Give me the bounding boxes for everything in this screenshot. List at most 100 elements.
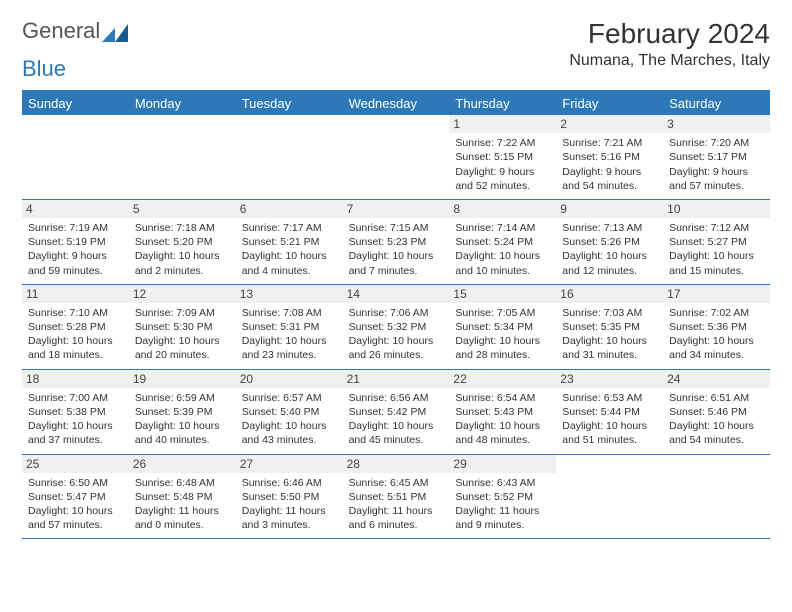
daylight-text: Daylight: 9 hours and 54 minutes. [562, 165, 657, 193]
sunset-text: Sunset: 5:40 PM [242, 405, 337, 419]
sunset-text: Sunset: 5:19 PM [28, 235, 123, 249]
sunset-text: Sunset: 5:23 PM [349, 235, 444, 249]
day-number: 13 [236, 285, 343, 303]
calendar-week: 4Sunrise: 7:19 AMSunset: 5:19 PMDaylight… [22, 200, 770, 285]
day-number: 23 [556, 370, 663, 388]
calendar-cell: 12Sunrise: 7:09 AMSunset: 5:30 PMDayligh… [129, 285, 236, 369]
sunrise-text: Sunrise: 6:53 AM [562, 391, 657, 405]
sunset-text: Sunset: 5:31 PM [242, 320, 337, 334]
daylight-text: Daylight: 10 hours and 18 minutes. [28, 334, 123, 362]
day-number: 8 [449, 200, 556, 218]
sunrise-text: Sunrise: 6:56 AM [349, 391, 444, 405]
sunrise-text: Sunrise: 7:20 AM [669, 136, 764, 150]
sunset-text: Sunset: 5:34 PM [455, 320, 550, 334]
sunrise-text: Sunrise: 7:21 AM [562, 136, 657, 150]
sunrise-text: Sunrise: 7:18 AM [135, 221, 230, 235]
daylight-text: Daylight: 11 hours and 0 minutes. [135, 504, 230, 532]
sunrise-text: Sunrise: 6:54 AM [455, 391, 550, 405]
sunset-text: Sunset: 5:26 PM [562, 235, 657, 249]
daylight-text: Daylight: 10 hours and 28 minutes. [455, 334, 550, 362]
calendar-cell: 27Sunrise: 6:46 AMSunset: 5:50 PMDayligh… [236, 455, 343, 539]
sunrise-text: Sunrise: 7:00 AM [28, 391, 123, 405]
logo: General [22, 18, 128, 44]
sunset-text: Sunset: 5:30 PM [135, 320, 230, 334]
calendar-cell: 28Sunrise: 6:45 AMSunset: 5:51 PMDayligh… [343, 455, 450, 539]
daylight-text: Daylight: 10 hours and 7 minutes. [349, 249, 444, 277]
sunrise-text: Sunrise: 7:19 AM [28, 221, 123, 235]
sunrise-text: Sunrise: 6:59 AM [135, 391, 230, 405]
day-number: 17 [663, 285, 770, 303]
calendar-cell: 14Sunrise: 7:06 AMSunset: 5:32 PMDayligh… [343, 285, 450, 369]
sunset-text: Sunset: 5:32 PM [349, 320, 444, 334]
daylight-text: Daylight: 11 hours and 3 minutes. [242, 504, 337, 532]
daylight-text: Daylight: 10 hours and 10 minutes. [455, 249, 550, 277]
daylight-text: Daylight: 10 hours and 43 minutes. [242, 419, 337, 447]
calendar-cell: 16Sunrise: 7:03 AMSunset: 5:35 PMDayligh… [556, 285, 663, 369]
calendar-cell [343, 115, 450, 199]
sunrise-text: Sunrise: 7:08 AM [242, 306, 337, 320]
day-header: Sunday [22, 92, 129, 115]
day-header: Monday [129, 92, 236, 115]
calendar-cell: 4 Sunrise: 7:19 AMSunset: 5:19 PMDaylight… [22, 200, 129, 284]
sunset-text: Sunset: 5:28 PM [28, 320, 123, 334]
logo-text-1: General [22, 18, 100, 44]
daylight-text: Daylight: 10 hours and 15 minutes. [669, 249, 764, 277]
sunrise-text: Sunrise: 7:05 AM [455, 306, 550, 320]
day-number: 3 [663, 115, 770, 133]
daylight-text: Daylight: 10 hours and 2 minutes. [135, 249, 230, 277]
daylight-text: Daylight: 10 hours and 48 minutes. [455, 419, 550, 447]
daylight-text: Daylight: 10 hours and 4 minutes. [242, 249, 337, 277]
calendar-cell: 2 Sunrise: 7:21 AMSunset: 5:16 PMDaylight… [556, 115, 663, 199]
calendar-week: 1Sunrise: 7:22 AMSunset: 5:15 PMDaylight… [22, 115, 770, 200]
daylight-text: Daylight: 9 hours and 59 minutes. [28, 249, 123, 277]
sunrise-text: Sunrise: 6:51 AM [669, 391, 764, 405]
day-header-row: Sunday Monday Tuesday Wednesday Thursday… [22, 92, 770, 115]
sunrise-text: Sunrise: 7:03 AM [562, 306, 657, 320]
sunset-text: Sunset: 5:15 PM [455, 150, 550, 164]
day-number: 2 [556, 115, 663, 133]
calendar-week: 18Sunrise: 7:00 AMSunset: 5:38 PMDayligh… [22, 370, 770, 455]
day-header: Tuesday [236, 92, 343, 115]
day-header: Thursday [449, 92, 556, 115]
calendar-cell: 17Sunrise: 7:02 AMSunset: 5:36 PMDayligh… [663, 285, 770, 369]
day-header: Friday [556, 92, 663, 115]
day-number: 1 [449, 115, 556, 133]
sunset-text: Sunset: 5:46 PM [669, 405, 764, 419]
day-number: 28 [343, 455, 450, 473]
day-number: 5 [129, 200, 236, 218]
calendar-cell: 25Sunrise: 6:50 AMSunset: 5:47 PMDayligh… [22, 455, 129, 539]
sunrise-text: Sunrise: 7:22 AM [455, 136, 550, 150]
daylight-text: Daylight: 10 hours and 23 minutes. [242, 334, 337, 362]
sunrise-text: Sunrise: 6:43 AM [455, 476, 550, 490]
day-number: 19 [129, 370, 236, 388]
daylight-text: Daylight: 10 hours and 31 minutes. [562, 334, 657, 362]
sunrise-text: Sunrise: 7:15 AM [349, 221, 444, 235]
calendar-cell: 9Sunrise: 7:13 AMSunset: 5:26 PMDaylight… [556, 200, 663, 284]
daylight-text: Daylight: 9 hours and 52 minutes. [455, 165, 550, 193]
calendar-cell: 10Sunrise: 7:12 AMSunset: 5:27 PMDayligh… [663, 200, 770, 284]
sunrise-text: Sunrise: 6:57 AM [242, 391, 337, 405]
day-number: 29 [449, 455, 556, 473]
sunset-text: Sunset: 5:20 PM [135, 235, 230, 249]
sunrise-text: Sunrise: 7:17 AM [242, 221, 337, 235]
sunrise-text: Sunrise: 6:45 AM [349, 476, 444, 490]
calendar-cell: 5 Sunrise: 7:18 AMSunset: 5:20 PMDaylight… [129, 200, 236, 284]
sunset-text: Sunset: 5:24 PM [455, 235, 550, 249]
sunset-text: Sunset: 5:50 PM [242, 490, 337, 504]
month-title: February 2024 [569, 18, 770, 50]
sunrise-text: Sunrise: 6:48 AM [135, 476, 230, 490]
daylight-text: Daylight: 10 hours and 37 minutes. [28, 419, 123, 447]
day-number: 4 [22, 200, 129, 218]
day-number: 15 [449, 285, 556, 303]
calendar-cell: 15 Sunrise: 7:05 AMSunset: 5:34 PMDayligh… [449, 285, 556, 369]
sunset-text: Sunset: 5:36 PM [669, 320, 764, 334]
sunrise-text: Sunrise: 7:02 AM [669, 306, 764, 320]
day-number: 27 [236, 455, 343, 473]
daylight-text: Daylight: 10 hours and 20 minutes. [135, 334, 230, 362]
calendar-week: 11Sunrise: 7:10 AMSunset: 5:28 PMDayligh… [22, 285, 770, 370]
day-number: 9 [556, 200, 663, 218]
day-number: 7 [343, 200, 450, 218]
sunset-text: Sunset: 5:16 PM [562, 150, 657, 164]
sunset-text: Sunset: 5:27 PM [669, 235, 764, 249]
sunrise-text: Sunrise: 7:14 AM [455, 221, 550, 235]
